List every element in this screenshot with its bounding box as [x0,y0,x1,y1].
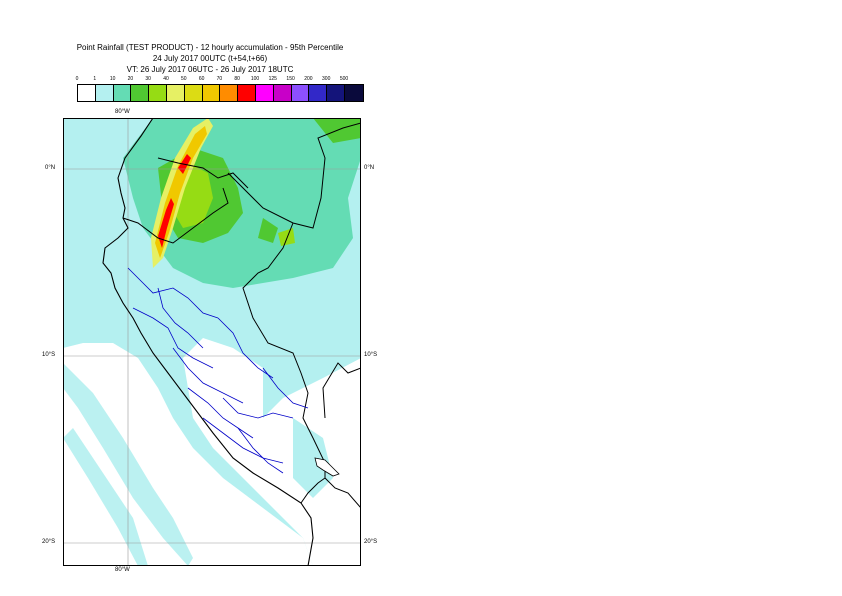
rain-yellowgreen [168,163,295,246]
legend-swatch [131,85,150,101]
border-ecuador-peru [122,187,229,244]
land-light-rain [263,328,361,498]
coastline [102,118,314,566]
legend-tick-label: 30 [145,76,151,82]
legend-swatch [95,85,114,101]
border-peru-brazil [227,122,361,229]
title-line-1: Point Rainfall (TEST PRODUCT) - 12 hourl… [76,43,344,52]
lat-label-right-20: 20°S [364,539,378,545]
legend-swatch [309,85,328,101]
border-colombia-ecuador [157,157,249,189]
border-east-bolivia [322,362,361,419]
legend-tick-label: 60 [198,76,205,82]
legend-tick-label: 70 [216,76,223,82]
legend-tick-label: 150 [286,76,295,82]
legend-swatch [78,85,96,101]
regional-boundaries [127,267,309,474]
land-dry-area [183,333,361,566]
legend-swatch [166,85,185,101]
rain-green-dark [158,118,361,243]
legend-tick-label: 100 [250,76,260,82]
lon-label-top: 80°W [115,109,130,115]
legend-tick-label: 300 [322,76,331,82]
legend-tick-label: 1 [93,76,97,82]
legend-swatch [220,85,239,101]
legend-swatch [273,85,292,101]
lat-label-right-10: 10°S [364,352,378,358]
lat-label-right-0: 0°N [364,165,375,171]
legend-tick-label: 50 [181,76,187,82]
title-line-2: 24 July 2017 00UTC (t+54,t+66) [152,54,268,63]
legend-swatch [344,85,363,101]
rainfall-map [63,118,361,566]
legend-tick-label: 80 [234,76,240,82]
legend-color-bar [77,84,364,102]
lat-label-left-10: 10°S [42,352,56,358]
legend-swatch [202,85,221,101]
legend-tick-label: 20 [127,76,134,82]
lon-label-bottom: 80°W [115,567,130,573]
legend-swatch [113,85,132,101]
legend-swatch [238,85,256,101]
legend-tick-label: 10 [109,76,116,82]
map-frame [63,118,361,566]
legend-tick-label: 125 [268,76,277,82]
lat-label-left-20: 20°S [42,539,56,545]
lake-titicaca [314,457,340,477]
legend-tick-label: 40 [163,76,169,82]
rain-orange-band [155,126,207,258]
legend-tick-label: 200 [304,76,313,82]
legend-swatch [291,85,310,101]
border-bolivia-chile [300,477,326,504]
border-peru-east [242,222,361,509]
legend-tick-label: 0 [75,76,79,82]
legend-ticks: 0 1 10 20 30 40 50 60 70 80 100 125 150 200 300 500 [72,76,362,84]
rain-red-core [158,154,191,248]
legend-swatch [184,85,203,101]
lat-label-left-0: 0°N [45,165,56,171]
title-line-3: VT: 26 July 2017 06UTC - 26 July 2017 18… [126,65,294,74]
legend-swatch [327,85,345,101]
legend-tick-label: 500 [339,76,349,82]
legend-swatch [255,85,274,101]
legend-swatch [149,85,167,101]
